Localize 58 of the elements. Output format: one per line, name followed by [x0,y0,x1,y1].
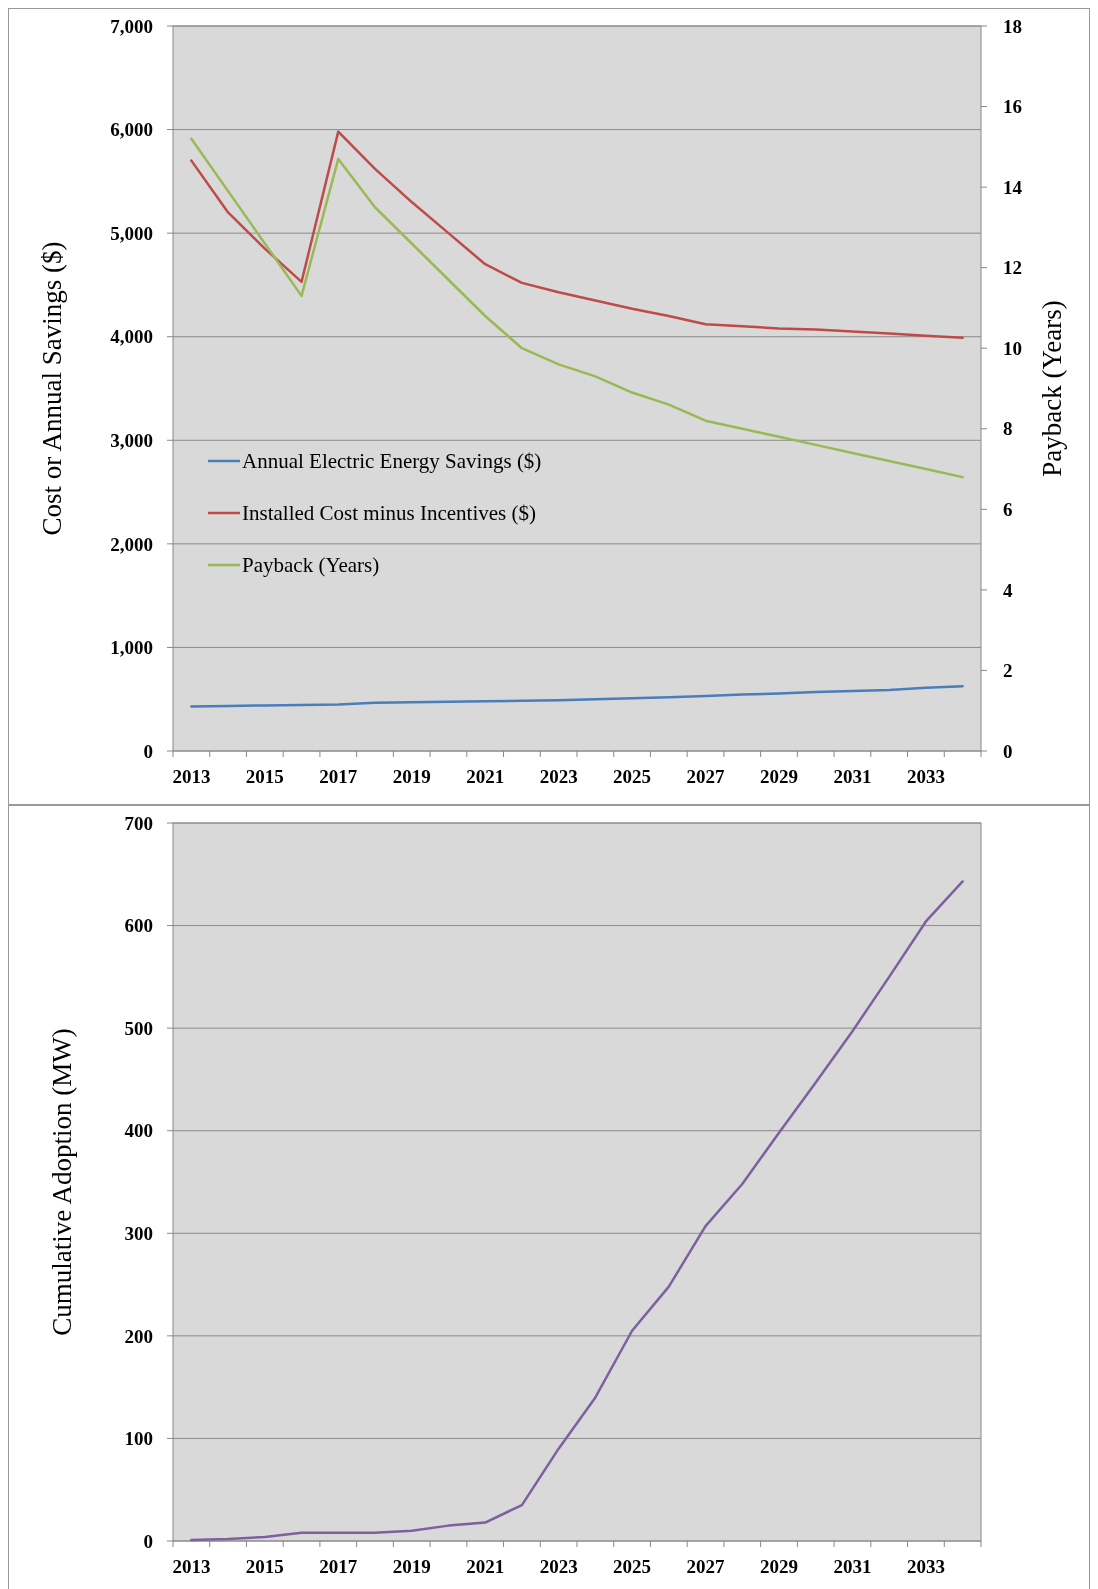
x-tick-label: 2031 [833,1556,872,1577]
x-tick-label: 2025 [613,766,652,787]
x-tick-label: 2015 [245,766,284,787]
y-tick-label: 300 [124,1222,153,1244]
y2-tick-label: 6 [1003,498,1013,520]
y-axis-title: Cost or Annual Savings ($) [37,241,67,536]
y-tick-label: 0 [143,740,153,762]
y-tick-label: 200 [124,1325,153,1347]
y-tick-label: 7,000 [110,15,153,37]
x-tick-label: 2023 [539,766,578,787]
y2-tick-label: 14 [1003,176,1023,198]
y-tick-label: 600 [124,915,153,937]
y2-tick-label: 12 [1003,257,1022,279]
x-tick-label: 2023 [539,1556,578,1577]
x-tick-label: 2013 [172,766,211,787]
y-tick-label: 6,000 [110,119,153,141]
y2-tick-label: 16 [1003,96,1022,118]
y-tick-label: 400 [124,1120,153,1142]
y-tick-label: 100 [124,1428,153,1450]
legend-label: Annual Electric Energy Savings ($) [242,449,542,474]
x-tick-label: 2025 [613,1556,652,1577]
y-tick-label: 0 [143,1530,153,1552]
x-tick-label: 2033 [906,766,945,787]
y-tick-label: 5,000 [110,222,153,244]
x-tick-label: 2029 [760,1556,798,1577]
y-tick-label: 2,000 [110,533,153,555]
x-tick-label: 2027 [686,1556,726,1577]
y2-tick-label: 0 [1003,740,1013,762]
y2-tick-label: 18 [1003,15,1022,37]
x-tick-label: 2015 [245,1556,284,1577]
x-tick-label: 2013 [172,1556,211,1577]
y-tick-label: 1,000 [110,637,153,659]
x-tick-label: 2019 [392,1556,431,1577]
x-tick-label: 2033 [906,1556,945,1577]
x-tick-label: 2029 [760,766,798,787]
line-series [190,137,964,479]
x-tick-label: 2017 [319,766,358,787]
x-tick-label: 2017 [319,1556,358,1577]
y-tick-label: 700 [124,812,153,834]
y2-tick-label: 10 [1003,337,1022,359]
legend-label: Installed Cost minus Incentives ($) [242,501,536,526]
x-tick-label: 2019 [392,766,431,787]
line-series [190,130,964,339]
y2-axis-title: Payback (Years) [1037,300,1067,477]
y-tick-label: 500 [124,1017,153,1039]
x-tick-label: 2027 [686,766,726,787]
x-tick-label: 2021 [466,766,505,787]
y-axis-title: Cumulative Adoption (MW) [47,1028,77,1336]
legend-label: Payback (Years) [242,553,380,578]
y2-tick-label: 8 [1003,418,1013,440]
y2-tick-label: 4 [1003,579,1013,601]
y-tick-label: 3,000 [110,429,153,451]
x-tick-label: 2021 [466,1556,505,1577]
x-tick-label: 2031 [833,766,872,787]
y2-tick-label: 2 [1003,660,1013,682]
line-series [190,880,964,1542]
line-series [190,685,964,708]
y-tick-label: 4,000 [110,326,153,348]
